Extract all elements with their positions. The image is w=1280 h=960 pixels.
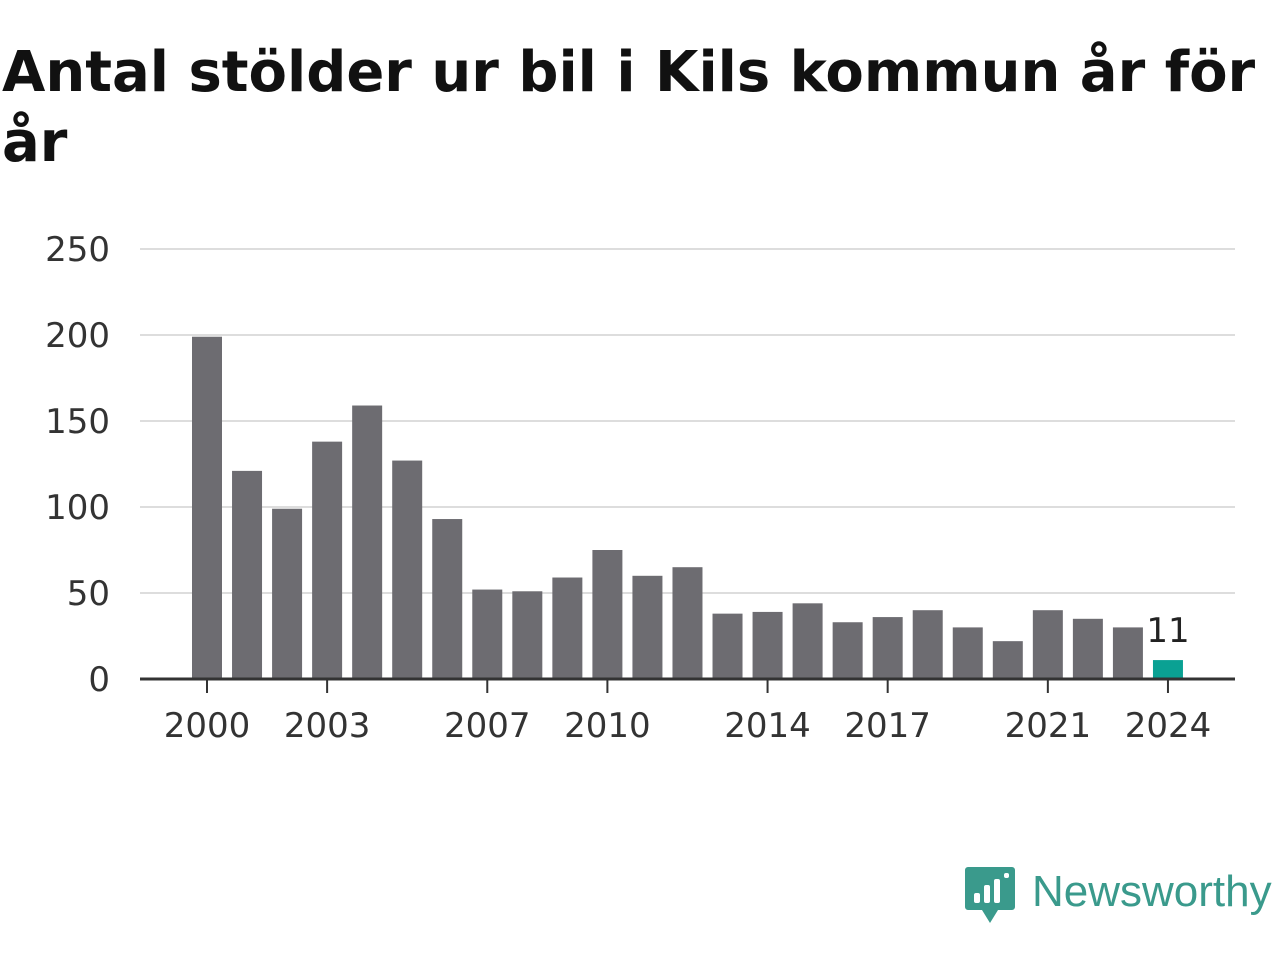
x-axis: [140, 677, 1235, 693]
bar-2000: [192, 336, 222, 679]
bar-2016: [832, 622, 863, 679]
bar-2005: [392, 460, 423, 679]
y-tick-label: 250: [45, 230, 110, 270]
y-tick-label: 200: [45, 316, 110, 356]
bar-2008: [512, 591, 543, 679]
bar-2013: [712, 613, 743, 679]
bar-2004: [352, 405, 383, 679]
x-tick-label: 2010: [564, 706, 651, 746]
bar-2010: [592, 550, 623, 679]
bar-2007: [472, 589, 503, 679]
brand-logo: Newsworthy: [964, 864, 1272, 928]
x-axis-tick-labels: 2000 2003 2007 2010 2014 2017 2021 2024: [164, 706, 1211, 746]
bar-2017: [872, 617, 903, 679]
bar-2020: [992, 641, 1023, 679]
bar-2014: [752, 611, 783, 679]
x-tick-label: 2007: [444, 706, 531, 746]
bar-2024: [1152, 660, 1183, 679]
chart-title: Antal stölder ur bil i Kils kommun år fö…: [2, 40, 1256, 175]
x-tick-label: 2024: [1125, 706, 1212, 746]
y-tick-label: 50: [67, 574, 110, 614]
y-axis-tick-labels: 0 50 100 150 200 250: [45, 230, 110, 700]
bars: [192, 336, 1183, 679]
x-tick-label: 2003: [284, 706, 371, 746]
bar-2006: [432, 519, 463, 679]
y-tick-label: 150: [45, 402, 110, 442]
bar-2003: [312, 441, 343, 679]
bar-2009: [552, 577, 583, 679]
x-tick-label: 2014: [724, 706, 811, 746]
grid-lines: [140, 248, 1235, 594]
brand-name: Newsworthy: [1032, 867, 1272, 916]
bar-2002: [272, 508, 303, 679]
y-tick-label: 100: [45, 488, 110, 528]
x-tick-label: 2017: [844, 706, 931, 746]
bar-2015: [792, 603, 823, 679]
bar-2021: [1032, 610, 1063, 679]
bar-2022: [1072, 618, 1103, 679]
newsworthy-logo-icon: [965, 867, 1015, 923]
bar-2019: [952, 627, 983, 679]
bar-2012: [672, 567, 703, 679]
data-label-2024: 11: [1146, 611, 1189, 651]
x-tick-label: 2021: [1005, 706, 1092, 746]
bar-2018: [912, 610, 943, 679]
x-tick-label: 2000: [164, 706, 251, 746]
bar-2001: [232, 470, 263, 679]
bar-2023: [1112, 627, 1143, 679]
bar-2011: [632, 575, 663, 679]
y-tick-label: 0: [88, 660, 110, 700]
data-labels: 11: [1146, 611, 1189, 651]
